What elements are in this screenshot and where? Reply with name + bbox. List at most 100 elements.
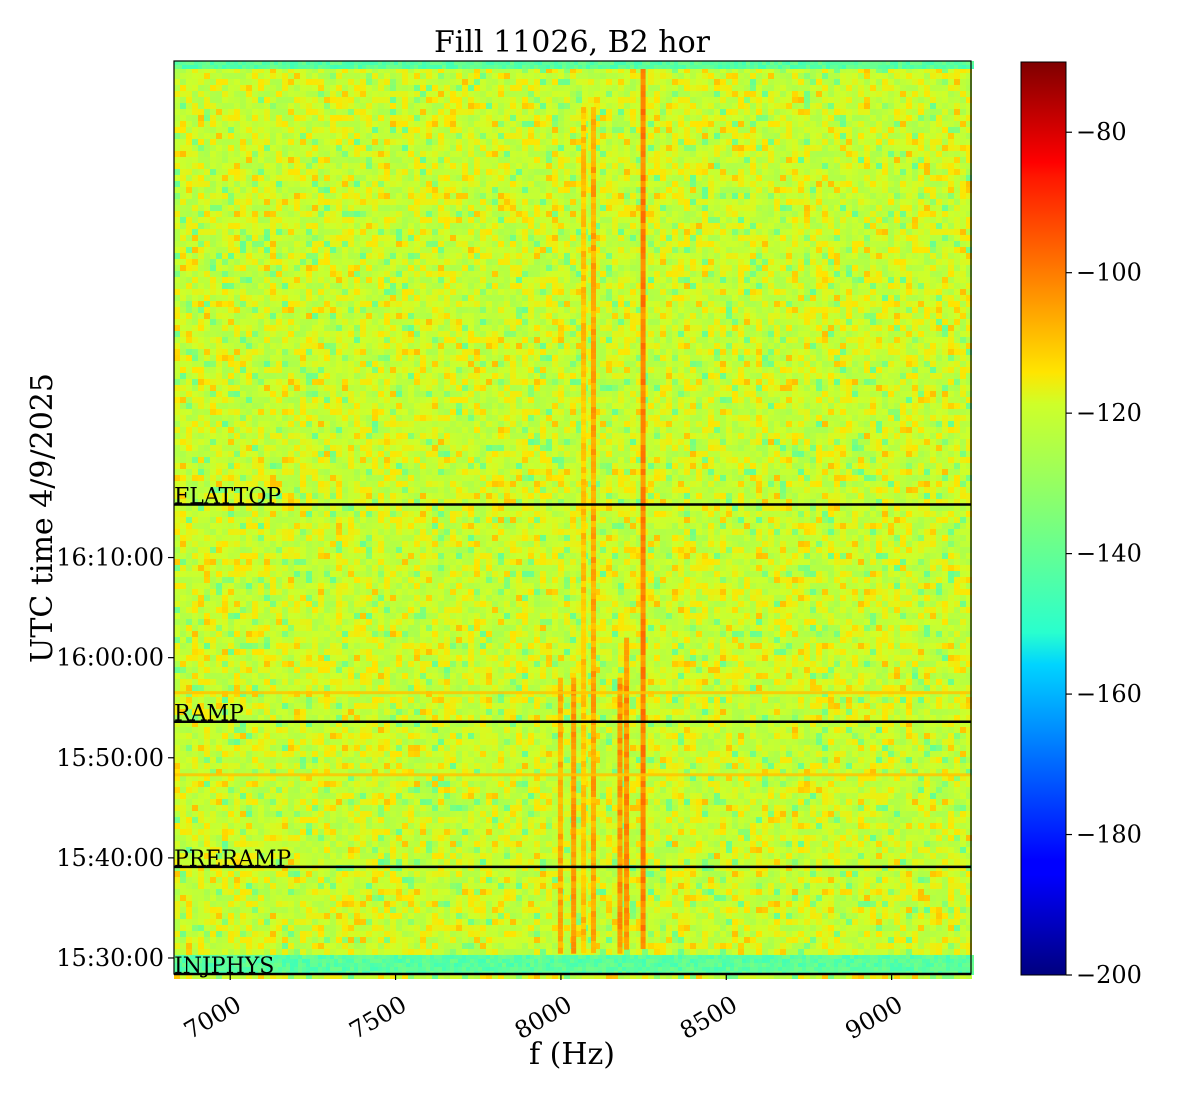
heatmap-cell: [258, 217, 264, 223]
heatmap-cell: [186, 211, 192, 217]
heatmap-cell: [618, 187, 624, 193]
heatmap-cell: [366, 91, 372, 97]
heatmap-cell: [564, 217, 570, 223]
heatmap-cell: [840, 79, 846, 85]
heatmap-cell: [768, 109, 774, 115]
heatmap-cell: [564, 127, 570, 133]
heatmap-cell: [846, 229, 852, 235]
heatmap-cell: [828, 145, 834, 151]
heatmap-cell: [282, 217, 288, 223]
heatmap-cell: [240, 79, 246, 85]
heatmap-cell: [342, 91, 348, 97]
heatmap-cell: [360, 223, 366, 229]
heatmap-cell: [360, 175, 366, 181]
heatmap-cell: [936, 193, 942, 199]
heatmap-cell: [942, 181, 948, 187]
heatmap-cell: [414, 205, 420, 211]
heatmap-cell: [510, 193, 516, 199]
heatmap-cell: [180, 223, 186, 229]
heatmap-cell: [546, 181, 552, 187]
heatmap-cell: [276, 265, 282, 271]
heatmap-cell: [300, 91, 306, 97]
heatmap-cell: [306, 91, 312, 97]
heatmap-cell: [708, 181, 714, 187]
heatmap-cell: [762, 253, 768, 259]
heatmap-cell: [714, 277, 720, 283]
heatmap-cell: [372, 247, 378, 253]
heatmap-cell: [738, 103, 744, 109]
heatmap-cell: [210, 211, 216, 217]
heatmap-cell: [450, 205, 456, 211]
heatmap-cell: [792, 247, 798, 253]
heatmap-cell: [450, 79, 456, 85]
heatmap-cell: [528, 205, 534, 211]
heatmap-cell: [774, 277, 780, 283]
heatmap-cell: [834, 235, 840, 241]
heatmap-cell: [450, 211, 456, 217]
heatmap-cell: [450, 103, 456, 109]
heatmap-cell: [360, 157, 366, 163]
heatmap-cell: [678, 247, 684, 253]
heatmap-cell: [528, 103, 534, 109]
heatmap-cell: [378, 91, 384, 97]
heatmap-cell: [570, 91, 576, 97]
heatmap-cell: [792, 85, 798, 91]
heatmap-cell: [660, 139, 666, 145]
heatmap-cell: [732, 169, 738, 175]
heatmap-cell: [762, 109, 768, 115]
heatmap-cell: [786, 211, 792, 217]
heatmap-cell: [876, 211, 882, 217]
heatmap-cell: [924, 85, 930, 91]
heatmap-cell: [354, 259, 360, 265]
heatmap-cell: [834, 127, 840, 133]
heatmap-cell: [834, 145, 840, 151]
heatmap-cell: [840, 229, 846, 235]
heatmap-cell: [828, 259, 834, 265]
heatmap-cell: [684, 241, 690, 247]
heatmap-cell: [264, 109, 270, 115]
heatmap-cell: [684, 193, 690, 199]
heatmap-cell: [912, 187, 918, 193]
heatmap-cell: [876, 103, 882, 109]
heatmap-cell: [696, 127, 702, 133]
heatmap-cell: [756, 253, 762, 259]
heatmap-cell: [660, 151, 666, 157]
heatmap-cell: [762, 121, 768, 127]
heatmap-cell: [480, 229, 486, 235]
heatmap-cell: [540, 73, 546, 79]
heatmap-cell: [696, 121, 702, 127]
heatmap-cell: [948, 157, 954, 163]
heatmap-cell: [624, 247, 630, 253]
heatmap-cell: [504, 139, 510, 145]
heatmap-cell: [354, 91, 360, 97]
heatmap-cell: [882, 151, 888, 157]
heatmap-cell: [420, 271, 426, 277]
heatmap-cell: [780, 241, 786, 247]
heatmap-cell: [768, 145, 774, 151]
heatmap-cell: [210, 109, 216, 115]
heatmap-cell: [174, 115, 180, 121]
heatmap-cell: [654, 139, 660, 145]
heatmap-cell: [714, 139, 720, 145]
heatmap-cell: [810, 205, 816, 211]
heatmap-cell: [444, 229, 450, 235]
heatmap-cell: [852, 115, 858, 121]
heatmap-cell: [186, 205, 192, 211]
heatmap-cell: [624, 121, 630, 127]
heatmap-cell: [870, 259, 876, 265]
heatmap-cell: [384, 139, 390, 145]
heatmap-cell: [324, 127, 330, 133]
heatmap-cell: [936, 79, 942, 85]
heatmap-cell: [792, 109, 798, 115]
heatmap-cell: [858, 115, 864, 121]
heatmap-cell: [528, 187, 534, 193]
heatmap-cell: [624, 133, 630, 139]
heatmap-cell: [762, 127, 768, 133]
heatmap-cell: [612, 265, 618, 271]
heatmap-cell: [294, 115, 300, 121]
heatmap-cell: [612, 103, 618, 109]
heatmap-cell: [354, 139, 360, 145]
heatmap-cell: [756, 163, 762, 169]
heatmap-cell: [888, 85, 894, 91]
heatmap-cell: [894, 91, 900, 97]
